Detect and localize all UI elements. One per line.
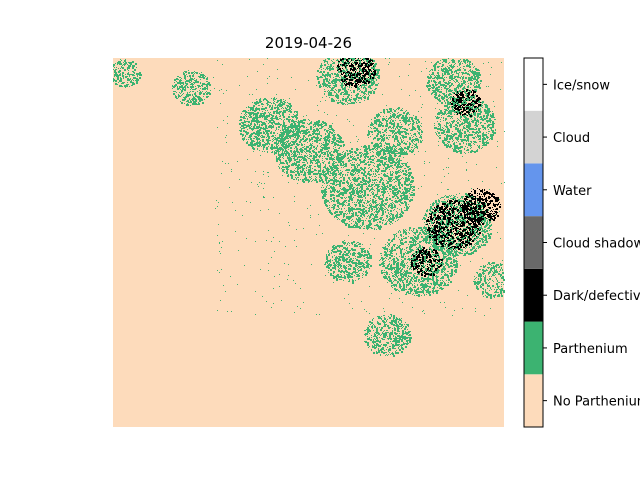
colorbar-swatch bbox=[524, 321, 543, 375]
colorbar-swatch bbox=[524, 58, 543, 111]
classification-map bbox=[113, 58, 505, 427]
colorbar-label: Cloud bbox=[553, 131, 590, 146]
colorbar: No Parthenium Parthenium Dark/defective Clo… bbox=[523, 57, 640, 428]
colorbar-label: Cloud shadow bbox=[553, 237, 640, 252]
colorbar-label: Water bbox=[553, 184, 592, 199]
colorbar-label: Ice/snow bbox=[553, 78, 610, 93]
colorbar-label: No Parthenium bbox=[553, 395, 640, 410]
colorbar-swatch bbox=[524, 216, 543, 269]
colorbar-label: Parthenium bbox=[553, 342, 628, 357]
chart-title: 2019-04-26 bbox=[264, 34, 353, 52]
colorbar-swatch bbox=[524, 163, 543, 217]
colorbar-swatch bbox=[524, 374, 543, 427]
pixels-dark-defective bbox=[337, 58, 501, 277]
pixels-parthenium bbox=[113, 58, 505, 357]
colorbar-swatch bbox=[524, 110, 543, 164]
colorbar-swatch bbox=[524, 268, 543, 322]
colorbar-label: Dark/defective bbox=[553, 289, 640, 304]
colorbar-frame bbox=[523, 57, 544, 428]
